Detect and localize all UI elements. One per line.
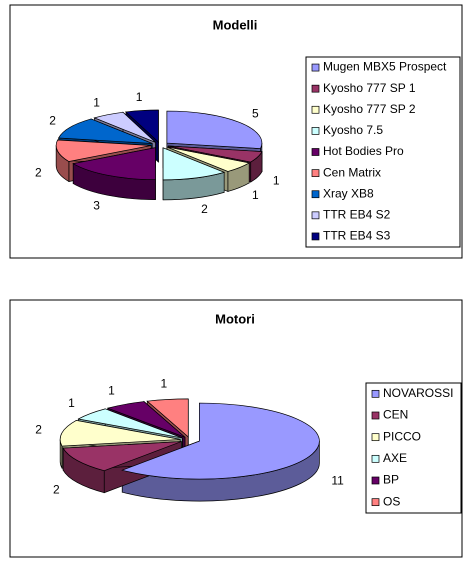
data-label: 1 xyxy=(108,383,115,397)
slice xyxy=(62,441,182,472)
legend-swatch xyxy=(371,411,380,420)
legend-box xyxy=(305,56,461,248)
legend-swatch xyxy=(371,433,380,442)
legend-swatch xyxy=(311,232,320,241)
legend-label: Mugen MBX5 Prospect xyxy=(323,60,447,74)
legend-swatch xyxy=(311,169,320,177)
slice xyxy=(121,402,320,480)
slice xyxy=(72,147,156,180)
legend-swatch xyxy=(371,389,380,398)
legend-label: Kyosho 777 SP 2 xyxy=(323,102,416,116)
slice xyxy=(125,109,159,143)
slice xyxy=(58,118,153,144)
slice xyxy=(106,401,186,438)
data-label: 3 xyxy=(93,199,100,213)
legend-swatch xyxy=(311,105,320,114)
legend-label: BP xyxy=(383,473,399,487)
legend-label: Kyosho 7.5 xyxy=(323,123,383,137)
legend-label: CEN xyxy=(383,408,408,422)
legend-label: Cen Matrix xyxy=(323,165,381,179)
slice xyxy=(166,110,263,149)
legend-label: Hot Bodies Pro xyxy=(323,144,404,158)
legend-label: TTR EB4 S3 xyxy=(323,229,391,243)
slice xyxy=(166,146,251,172)
slice xyxy=(146,398,189,438)
data-label: 5 xyxy=(252,106,259,120)
data-label: 2 xyxy=(201,202,208,216)
legend-swatch xyxy=(371,476,380,485)
legend-swatch xyxy=(371,498,380,507)
data-label: 1 xyxy=(136,90,143,104)
data-label: 2 xyxy=(49,113,56,127)
legend-label: Kyosho 777 SP 1 xyxy=(323,81,416,95)
legend-swatch xyxy=(311,148,320,156)
data-label: 1 xyxy=(161,377,168,391)
slice xyxy=(77,408,183,439)
data-label: 2 xyxy=(53,482,60,496)
data-label: 1 xyxy=(273,174,280,188)
legend-label: OS xyxy=(383,494,400,508)
legend-swatch xyxy=(371,454,380,463)
slice xyxy=(55,139,152,162)
legend-label: PICCO xyxy=(383,429,421,443)
legend-swatch xyxy=(311,127,320,135)
chart-title: Motori xyxy=(215,311,255,326)
legend-label: TTR EB4 S2 xyxy=(323,208,391,222)
data-label: 1 xyxy=(93,96,100,110)
data-label: 1 xyxy=(252,188,259,202)
chart-title: Modelli xyxy=(213,17,258,32)
slice xyxy=(162,147,226,181)
slice xyxy=(59,420,181,447)
slice xyxy=(168,145,263,163)
legend-label: Xray XB8 xyxy=(323,186,374,200)
data-label: 2 xyxy=(35,165,42,179)
legend-box xyxy=(365,382,462,514)
data-label: 2 xyxy=(35,422,42,436)
legend-swatch xyxy=(311,190,320,199)
legend-swatch xyxy=(311,84,320,93)
data-label: 1 xyxy=(68,396,75,410)
data-label: 11 xyxy=(331,473,344,487)
legend-label: NOVAROSSI xyxy=(383,386,453,400)
legend-label: AXE xyxy=(383,451,407,465)
legend-swatch xyxy=(311,211,320,220)
slice xyxy=(93,111,156,143)
legend-swatch xyxy=(311,63,320,72)
